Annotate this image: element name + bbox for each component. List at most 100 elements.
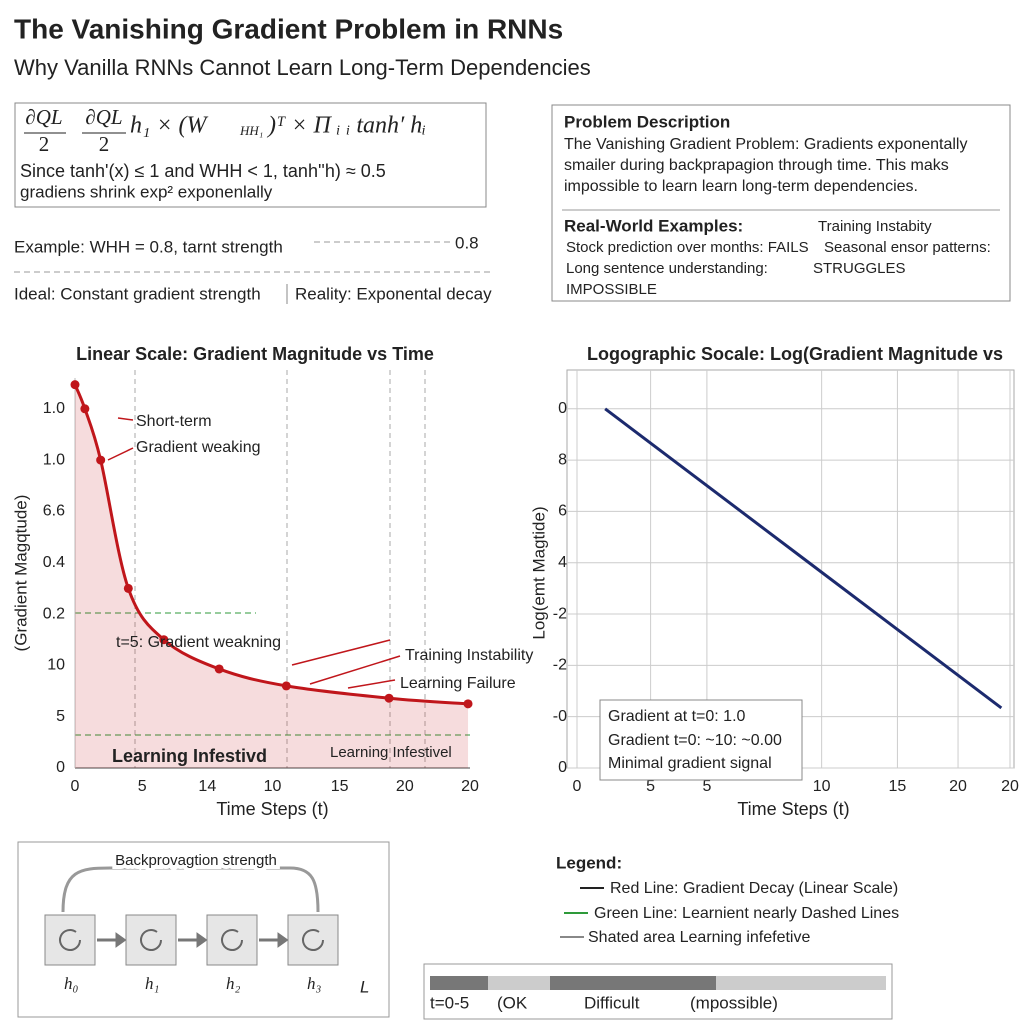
- rnn-cell: [125, 914, 177, 966]
- arrow: [309, 655, 401, 685]
- y-tick-label: 0: [56, 759, 65, 776]
- example-item: Seasonal ensor patterns:: [824, 239, 991, 256]
- rnn-cell: [44, 914, 96, 966]
- area: [75, 384, 469, 768]
- x-tick-label: 14: [198, 778, 216, 795]
- node-label: h₁: [145, 974, 159, 993]
- strength-segment: [488, 976, 550, 990]
- subtitle: Why Vanilla RNNs Cannot Learn Long-Term …: [14, 55, 591, 80]
- strength-box: [423, 963, 893, 1020]
- node-label: h₂: [226, 974, 241, 993]
- x-tick-label: 5: [138, 778, 147, 795]
- annotation: Minimal gradient signal: [608, 755, 772, 772]
- x-tick-label: 20: [396, 778, 414, 795]
- marker: [80, 404, 90, 414]
- arrow: [61, 866, 320, 913]
- y-axis-label: (Gradient Magqtude): [11, 495, 30, 652]
- marker: [384, 693, 394, 703]
- problem-box: [551, 104, 1011, 302]
- examples-heading: Real-World Examples:: [564, 216, 743, 235]
- node-label: h₀: [64, 974, 79, 993]
- loop-icon: [302, 929, 324, 951]
- y-tick-label: 1.0: [43, 451, 65, 468]
- x-tick-label: 15: [331, 778, 349, 795]
- arrow: [97, 932, 127, 948]
- chart: Linear Scale: Gradient Magnitude vs Time…: [11, 344, 479, 819]
- arrow: [291, 639, 391, 666]
- x-tick-label: 0: [71, 778, 80, 795]
- diagram-box: [17, 841, 390, 1018]
- strength-label: (OK: [497, 993, 528, 1012]
- diagram-label-bg: Backprovagtion strength: [115, 852, 277, 869]
- formula: 2: [39, 132, 50, 156]
- problem-heading: Problem Description: [564, 112, 730, 131]
- marker: [159, 635, 169, 645]
- x-tick-label: 15: [889, 778, 907, 795]
- loop-icon: [140, 929, 162, 951]
- x-tick-label: 0: [573, 778, 582, 795]
- arrow: [107, 447, 134, 461]
- legend-item: Red Line: Gradient Decay (Linear Scale): [610, 880, 898, 897]
- formula: 2: [99, 132, 110, 156]
- x-tick-label: 20: [461, 778, 479, 795]
- legend-title: Legend:: [556, 853, 622, 872]
- example-item: Long sentence understanding:: [566, 260, 768, 277]
- x-tick-label: 5: [646, 778, 655, 795]
- y-tick-label: -0: [553, 708, 567, 725]
- x-axis-label: Time Steps (t): [737, 799, 849, 819]
- arrow: [178, 932, 208, 948]
- example: Example: WHH = 0.8, tarnt strength: [14, 237, 283, 256]
- chart-title: Linear Scale: Gradient Magnitude vs Time: [76, 344, 434, 364]
- x-axis-label: Time Steps (t): [216, 799, 328, 819]
- node-label: h₃: [307, 974, 322, 993]
- loop-icon: [59, 929, 81, 951]
- loop-icon: [221, 929, 243, 951]
- x-tick-label: 5: [702, 778, 711, 795]
- y-axis-label: Log(emt Magtide): [529, 506, 548, 639]
- y-tick-label: 6.6: [43, 503, 65, 520]
- strength-segment: [716, 976, 886, 990]
- x-tick-label: 10: [264, 778, 282, 795]
- strength-label: t=0-5: [430, 993, 469, 1012]
- x-tick-label: 20: [1001, 778, 1019, 795]
- x-tick-label: 10: [813, 778, 831, 795]
- annotation: Gradient at t=0: 1.0: [608, 708, 746, 725]
- example-item: Stock prediction over months: FAILS: [566, 239, 809, 256]
- annotation-box: [599, 699, 803, 781]
- example-item: STRUGGLES: [813, 260, 906, 277]
- legend-item: Shated area Learning infefetive: [588, 929, 810, 946]
- y-tick-label: 0: [558, 759, 567, 776]
- arrow: [347, 679, 396, 689]
- line: [604, 407, 1003, 710]
- annotation: t=5: Gradient weakning: [116, 634, 281, 651]
- problem-text: impossible to learn learn long-term depe…: [564, 178, 918, 195]
- ideal: Ideal: Constant gradient strength: [14, 284, 261, 303]
- marker: [214, 664, 224, 674]
- strength-label: (mpossible): [690, 993, 778, 1012]
- annotation: Learning Infestivel: [330, 744, 452, 761]
- loss-label: L: [360, 977, 369, 996]
- y-tick-label: 0.2: [43, 605, 65, 622]
- example-item: Training Instabity: [818, 218, 932, 235]
- diagram-label: Backprovagtion strength: [115, 852, 277, 869]
- marker: [281, 681, 291, 691]
- strength-segment: [550, 976, 716, 990]
- rnn-cell: [287, 914, 339, 966]
- y-tick-label: -2: [553, 605, 567, 622]
- formula: HH₁: [239, 123, 263, 138]
- formula: ∂QL: [25, 105, 62, 129]
- arrow: [259, 932, 289, 948]
- marker: [96, 455, 106, 465]
- reality: Reality: Exponental decay: [295, 284, 492, 303]
- strength-label: Difficult: [584, 993, 640, 1012]
- example-item: IMPOSSIBLE: [566, 281, 657, 298]
- y-tick-label: 5: [56, 708, 65, 725]
- problem-text: smailer during backprapagion through tim…: [564, 157, 949, 174]
- problem-text: The Vanishing Gradient Problem: Gradient…: [564, 136, 967, 153]
- y-tick-label: 8: [558, 451, 567, 468]
- y-tick-label: 0: [558, 400, 567, 417]
- chart-title: Logographic Socale: Log(Gradient Magnitu…: [587, 344, 1003, 364]
- title: The Vanishing Gradient Problem in RNNs: [14, 13, 563, 44]
- marker: [70, 380, 80, 390]
